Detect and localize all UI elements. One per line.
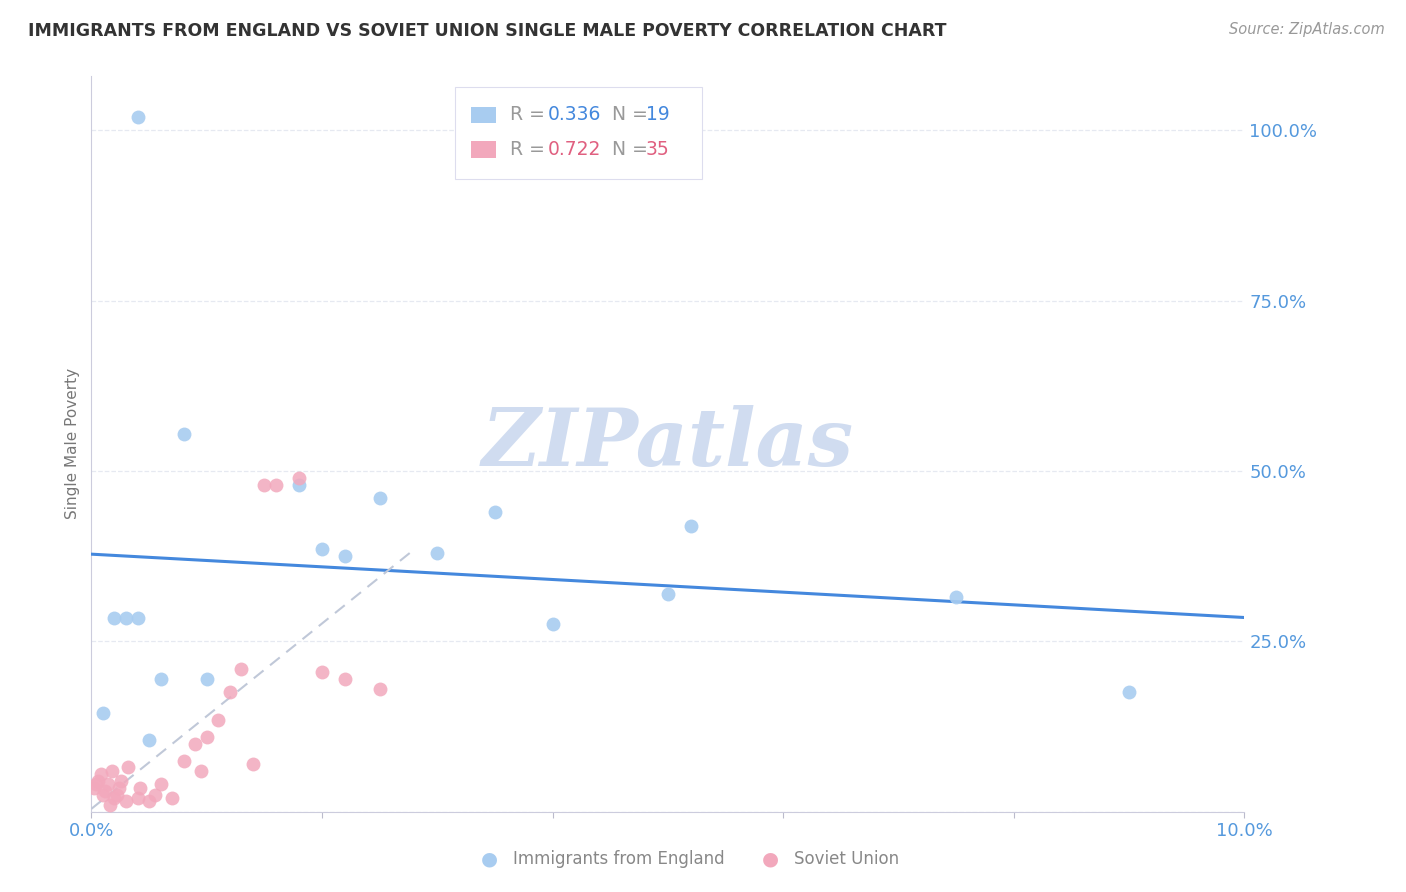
Point <box>207 713 229 727</box>
Text: Soviet Union: Soviet Union <box>794 850 900 868</box>
Point <box>426 546 449 560</box>
Point <box>190 764 212 778</box>
Point <box>231 662 253 676</box>
Point <box>368 491 391 506</box>
Text: 0.722: 0.722 <box>548 140 602 159</box>
Bar <box>471 141 496 158</box>
Point <box>115 610 138 624</box>
Point <box>138 795 160 809</box>
Text: Immigrants from England: Immigrants from England <box>513 850 725 868</box>
Point <box>105 788 128 802</box>
Point <box>83 780 105 795</box>
Point <box>115 795 138 809</box>
Point <box>149 672 172 686</box>
Point <box>127 610 149 624</box>
Bar <box>471 107 496 123</box>
Point <box>484 505 506 519</box>
Point <box>103 791 125 805</box>
Point <box>1118 685 1140 699</box>
Point <box>87 774 110 789</box>
Point <box>657 587 679 601</box>
Text: 35: 35 <box>645 140 669 159</box>
Point <box>96 777 118 791</box>
Point <box>160 791 183 805</box>
Text: R =: R = <box>510 105 551 124</box>
Point <box>541 617 564 632</box>
Point <box>218 685 240 699</box>
Point <box>98 797 121 812</box>
Point <box>91 788 114 802</box>
Point <box>184 737 207 751</box>
Point <box>945 590 967 604</box>
Point <box>368 681 391 696</box>
Point <box>127 110 149 124</box>
Text: ●: ● <box>762 849 779 869</box>
Point <box>149 777 172 791</box>
Point <box>264 477 287 491</box>
Point <box>117 760 139 774</box>
Text: ZIPatlas: ZIPatlas <box>482 405 853 483</box>
Point <box>333 549 356 564</box>
Point <box>195 672 218 686</box>
Text: N =: N = <box>600 140 654 159</box>
Text: IMMIGRANTS FROM ENGLAND VS SOVIET UNION SINGLE MALE POVERTY CORRELATION CHART: IMMIGRANTS FROM ENGLAND VS SOVIET UNION … <box>28 22 946 40</box>
Y-axis label: Single Male Poverty: Single Male Poverty <box>65 368 80 519</box>
Point <box>311 665 333 679</box>
Point <box>84 777 107 791</box>
Point <box>311 542 333 557</box>
Point <box>110 774 132 789</box>
Point <box>138 733 160 747</box>
Point <box>173 426 195 441</box>
Text: Source: ZipAtlas.com: Source: ZipAtlas.com <box>1229 22 1385 37</box>
FancyBboxPatch shape <box>454 87 703 178</box>
Point <box>288 477 311 491</box>
Point <box>94 784 117 798</box>
Point <box>195 730 218 744</box>
Text: 19: 19 <box>645 105 669 124</box>
Point <box>173 754 195 768</box>
Point <box>253 477 276 491</box>
Text: ●: ● <box>481 849 498 869</box>
Point <box>128 780 150 795</box>
Point <box>333 672 356 686</box>
Point <box>288 471 311 485</box>
Text: 0.336: 0.336 <box>548 105 602 124</box>
Text: R =: R = <box>510 140 551 159</box>
Point <box>101 764 124 778</box>
Point <box>143 788 166 802</box>
Point <box>127 791 149 805</box>
Point <box>108 780 131 795</box>
Point <box>90 767 112 781</box>
Point <box>242 757 264 772</box>
Text: N =: N = <box>600 105 654 124</box>
Point <box>91 706 114 720</box>
Point <box>679 518 702 533</box>
Point <box>103 610 125 624</box>
